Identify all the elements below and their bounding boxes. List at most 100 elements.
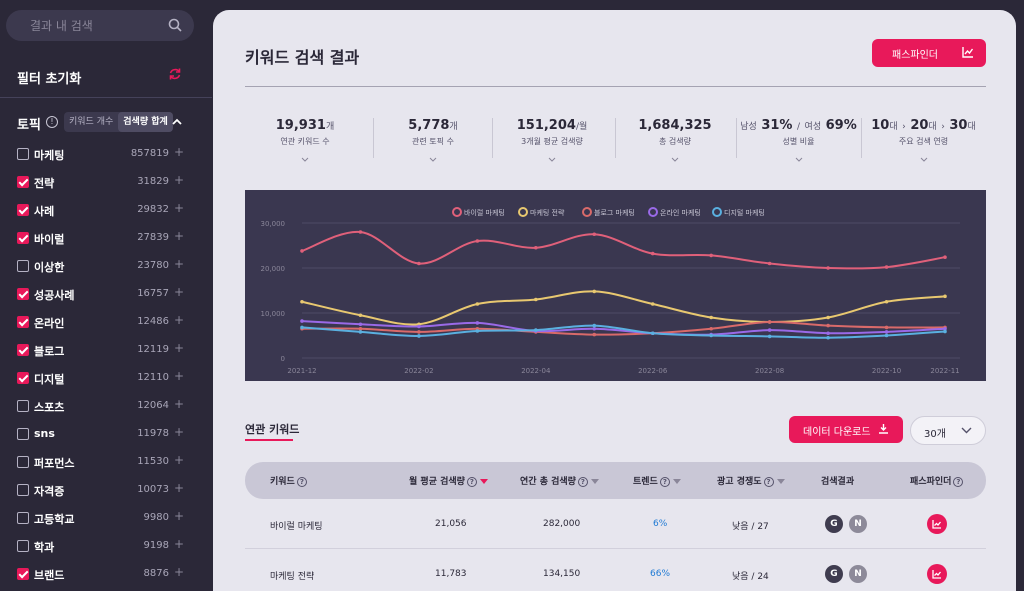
plus-icon[interactable]: + [174, 173, 185, 187]
cell-keyword[interactable]: 마케팅 전략 [270, 572, 315, 582]
table-row[interactable]: 바이럴 마케팅 21,056 282,000 6% 낮음 / 27 G N [245, 499, 986, 549]
topic-row[interactable]: 전략 31829 + [0, 168, 212, 196]
topic-row[interactable]: 바이럴 27839 + [0, 224, 212, 252]
info-icon[interactable]: ? [659, 476, 670, 487]
pathfinder-row-button[interactable] [927, 564, 947, 584]
topic-row[interactable]: 퍼포먼스 11530 + [0, 448, 212, 476]
topic-checkbox[interactable] [17, 148, 29, 160]
plus-icon[interactable]: + [174, 201, 185, 215]
topic-checkbox[interactable] [17, 512, 29, 524]
topic-checkbox[interactable] [17, 176, 29, 188]
topic-checkbox[interactable] [17, 400, 29, 412]
sort-icon[interactable] [672, 479, 681, 484]
series-line [301, 230, 946, 270]
topic-row[interactable]: 고등학교 9980 + [0, 504, 212, 532]
search-icon[interactable] [168, 18, 182, 32]
plus-icon[interactable]: + [174, 229, 185, 243]
info-icon[interactable]: ! [46, 116, 58, 128]
topic-row[interactable]: 온라인 12486 + [0, 308, 212, 336]
plus-icon[interactable]: + [174, 425, 185, 439]
plus-icon[interactable]: + [174, 509, 185, 523]
topic-row[interactable]: 사례 29832 + [0, 196, 212, 224]
topic-row[interactable]: 브랜드 8876 + [0, 560, 212, 588]
topic-name: sns [34, 427, 55, 440]
download-button[interactable]: 데이터 다운로드 [789, 416, 903, 443]
info-icon[interactable]: ? [466, 476, 477, 487]
naver-result-icon[interactable]: N [849, 565, 867, 583]
plus-icon[interactable]: + [174, 341, 185, 355]
refresh-icon[interactable] [168, 67, 182, 81]
tab-related-keywords[interactable]: 연관 키워드 [245, 423, 300, 436]
topic-checkbox[interactable] [17, 316, 29, 328]
topic-row[interactable]: 스포츠 12064 + [0, 392, 212, 420]
series-point [650, 251, 655, 256]
pathfinder-row-button[interactable] [927, 514, 947, 534]
sort-icon[interactable] [776, 479, 785, 484]
info-icon[interactable]: ? [763, 476, 774, 487]
series-point [884, 325, 889, 330]
plus-icon[interactable]: + [174, 313, 185, 327]
topic-row[interactable]: 이상한 23780 + [0, 252, 212, 280]
stat-total-volume[interactable]: 1,684,325 총 검색량 [615, 118, 735, 166]
plus-icon[interactable]: + [174, 397, 185, 411]
topic-checkbox[interactable] [17, 288, 29, 300]
stat-related-keywords[interactable]: 19,931개 연관 키워드 수 [245, 118, 365, 166]
sort-icon[interactable] [479, 479, 488, 484]
col-keyword[interactable]: 키워드? [270, 474, 307, 487]
info-icon[interactable]: ? [577, 476, 588, 487]
search-input[interactable] [6, 10, 166, 41]
topic-checkbox[interactable] [17, 484, 29, 496]
naver-result-icon[interactable]: N [849, 515, 867, 533]
topic-checkbox[interactable] [17, 372, 29, 384]
topic-checkbox[interactable] [17, 456, 29, 468]
topic-row[interactable]: 학과 9198 + [0, 532, 212, 560]
stat-divider [492, 118, 493, 158]
col-trend[interactable]: 트렌드? [633, 474, 681, 487]
plus-icon[interactable]: + [174, 257, 185, 271]
google-result-icon[interactable]: G [825, 515, 843, 533]
segment-search-volume[interactable]: 검색량 합계 [118, 112, 173, 132]
topic-row[interactable]: 마케팅 857819 + [0, 140, 212, 168]
topic-checkbox[interactable] [17, 540, 29, 552]
topic-name: 디지털 [34, 373, 65, 386]
chevron-up-icon[interactable] [172, 117, 182, 127]
topic-row[interactable]: 성공사례 16757 + [0, 280, 212, 308]
cell-keyword[interactable]: 바이럴 마케팅 [270, 522, 323, 532]
info-icon[interactable]: ? [953, 476, 964, 487]
topic-name: 전략 [34, 177, 55, 190]
plus-icon[interactable]: + [174, 285, 185, 299]
topic-checkbox[interactable] [17, 344, 29, 356]
plus-icon[interactable]: + [174, 481, 185, 495]
series-point [592, 332, 597, 337]
stat-3month-avg[interactable]: 151,204/월 3개월 평균 검색량 [492, 118, 612, 166]
plus-icon[interactable]: + [174, 145, 185, 159]
stat-gender-ratio[interactable]: 남성 31% / 여성 69% 성별 비율 [736, 118, 861, 166]
filter-reset-label[interactable]: 필터 초기화 [17, 72, 82, 87]
topic-checkbox[interactable] [17, 232, 29, 244]
google-result-icon[interactable]: G [825, 565, 843, 583]
topic-row[interactable]: sns 11978 + [0, 420, 212, 448]
plus-icon[interactable]: + [174, 565, 185, 579]
topic-row[interactable]: 블로그 12119 + [0, 336, 212, 364]
table-row[interactable]: 마케팅 전략 11,783 134,150 66% 낮음 / 24 G N [245, 549, 986, 591]
stat-related-topics[interactable]: 5,778개 관련 토픽 수 [373, 118, 493, 166]
segment-keyword-count[interactable]: 키워드 개수 [69, 117, 114, 127]
info-icon[interactable]: ? [296, 476, 307, 487]
sort-icon[interactable] [590, 479, 599, 484]
plus-icon[interactable]: + [174, 537, 185, 551]
count-select[interactable]: 30개 [910, 416, 986, 445]
col-competition[interactable]: 광고 경쟁도? [717, 474, 785, 487]
topic-checkbox[interactable] [17, 568, 29, 580]
topic-checkbox[interactable] [17, 204, 29, 216]
col-monthly[interactable]: 월 평균 검색량? [409, 474, 488, 487]
topic-checkbox[interactable] [17, 428, 29, 440]
plus-icon[interactable]: + [174, 453, 185, 467]
age-unit: 대 [928, 122, 937, 132]
topic-row[interactable]: 디지털 12110 + [0, 364, 212, 392]
col-yearly[interactable]: 연간 총 검색량? [520, 474, 599, 487]
pathfinder-button[interactable]: 패스파인더 [872, 39, 986, 67]
stat-main-age[interactable]: 10대 › 20대 › 30대 주요 검색 연령 [861, 118, 986, 166]
topic-checkbox[interactable] [17, 260, 29, 272]
topic-row[interactable]: 자격증 10073 + [0, 476, 212, 504]
plus-icon[interactable]: + [174, 369, 185, 383]
